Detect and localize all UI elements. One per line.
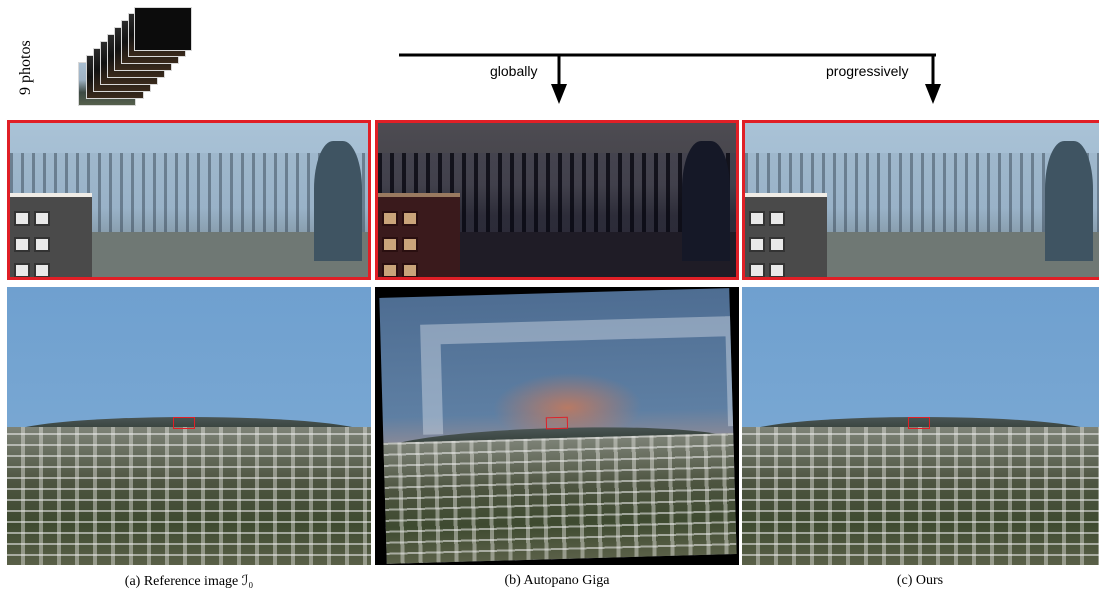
caption-c: (c) Ours bbox=[896, 573, 944, 588]
crop-ours bbox=[742, 120, 1099, 280]
highlight-box bbox=[173, 417, 195, 429]
panorama-reference bbox=[7, 287, 371, 565]
crop-reference bbox=[7, 120, 371, 280]
caption-a: (a) Reference image ℐ₀ bbox=[124, 574, 254, 589]
globally-label: globally bbox=[490, 63, 538, 79]
caption-b: (b) Autopano Giga bbox=[504, 573, 610, 588]
crop-autopano bbox=[375, 120, 739, 280]
highlight-box bbox=[545, 416, 569, 430]
branch-arrows bbox=[399, 53, 941, 104]
panorama-ours bbox=[742, 287, 1099, 565]
progressively-label: progressively bbox=[826, 63, 909, 79]
panorama-autopano bbox=[375, 287, 739, 565]
highlight-box bbox=[908, 417, 930, 429]
